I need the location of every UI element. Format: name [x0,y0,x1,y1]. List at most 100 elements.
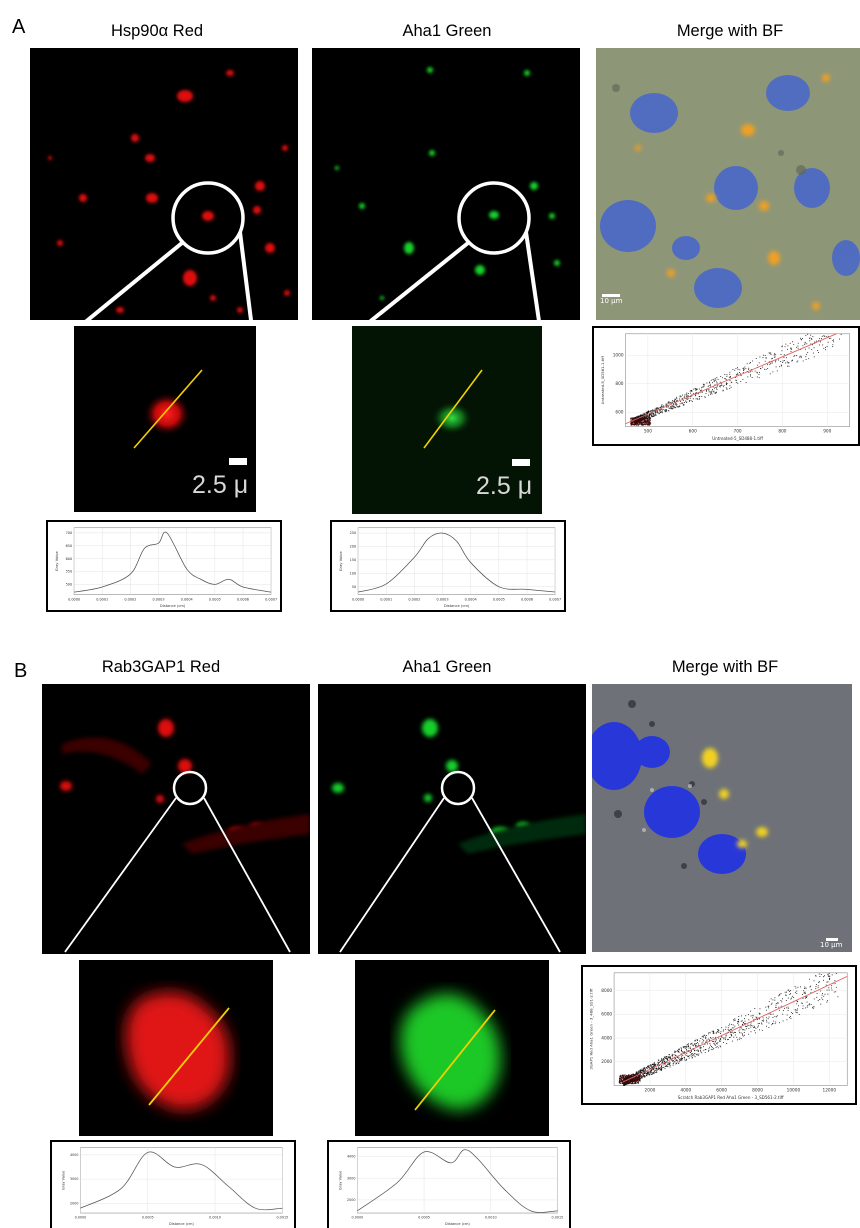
micrograph-aha1-green-b [318,684,586,954]
y-tick-label: 50 [352,585,356,589]
y-tick-label: 2000 [601,1059,612,1065]
x-tick-label: 0.0000 [75,1216,87,1220]
y-tick-label: 200 [350,545,357,549]
x-tick-label: 0.0010 [485,1216,497,1220]
x-tick-label: 0.0005 [209,597,221,601]
scatter-plot-a: 500 600 700 800 900 600 800 1000 Untreated-5_SD4… [592,326,860,446]
profile-series-line [357,1149,558,1213]
x-tick-label: 0.0001 [96,597,108,601]
y-axis-label: Untreated-5_SD561-1.tiff [600,356,605,405]
x-tick-label: 0.0000 [68,597,80,601]
y-axis-label: Gray Value [339,1171,343,1190]
micrograph-aha1-green [312,48,580,320]
y-axis-label: 3GAP1 Red Aha1 Green - 3_488_SS1-2.tiff [589,988,594,1069]
regression-line [622,975,848,1083]
profile-plot-a-red: 0.0000 0.0001 0.0002 0.0003 0.0004 0.0005 0.00… [46,520,282,612]
profile-plot-b-green: 0.0000 0.0005 0.0010 0.0015 2000 3000 4000 Dist… [327,1140,571,1228]
panel-b-title-red: Rab3GAP1 Red [101,658,221,676]
y-tick-label: 250 [350,531,357,535]
x-tick-label: 0.0005 [493,597,505,601]
merge-scale-label-b: 10 μm [820,941,843,949]
x-tick-label: 2000 [645,1087,656,1093]
x-tick-label: 0.0000 [352,597,364,601]
y-tick-label: 4000 [347,1154,356,1158]
y-tick-label: 800 [615,381,623,387]
micrograph-merge-bf-a: 10 μm [596,48,860,320]
panel-a-label: A [12,16,26,38]
y-tick-label: 2000 [347,1198,356,1202]
x-tick-label: 6000 [716,1087,727,1093]
x-axis-label: Untreated-5_SD488-1.tiff [712,436,763,441]
x-tick-label: 0.0006 [237,597,249,601]
y-tick-label: 3000 [347,1176,356,1180]
micrograph-hsp90-red [30,48,298,320]
zoom-hsp90-red: 2.5 μ [74,326,256,512]
x-tick-label: 0.0003 [153,597,165,601]
x-tick-label: 0.0003 [437,597,449,601]
x-axis-label: Scratch Rab3GAP1 Red Aha1 Green - 3_SD56… [678,1095,784,1100]
panel-a-title-green: Aha1 Green [402,22,492,40]
zoom-rab3gap1-red [79,960,273,1136]
x-tick-label: 0.0004 [181,597,193,601]
y-tick-label: 550 [66,570,73,574]
zoom-scale-label-green: 2.5 μ [476,472,533,500]
x-tick-label: 0.0006 [521,597,533,601]
x-tick-label: 500 [644,428,652,434]
x-tick-label: 900 [823,428,831,434]
x-tick-label: 4000 [680,1087,691,1093]
y-axis-label: Gray Value [62,1171,66,1190]
panel-b-title-green: Aha1 Green [402,658,492,676]
y-axis-label: Gray Value [55,551,59,572]
x-tick-label: 0.0015 [276,1216,288,1220]
panel-b-label: B [14,660,28,682]
x-tick-label: 0.0007 [265,597,277,601]
x-tick-label: 0.0007 [549,597,561,601]
y-tick-label: 500 [66,583,73,587]
y-tick-label: 3000 [70,1177,79,1181]
micrograph-merge-bf-b: 10 μm [592,684,852,952]
y-tick-label: 100 [350,571,357,575]
y-tick-label: 8000 [601,988,612,994]
x-tick-label: 12000 [823,1087,837,1093]
x-axis-label: Distance (cm) [160,604,186,608]
profile-series-line [74,531,272,593]
x-tick-label: 0.0000 [352,1216,364,1220]
zoom-scale-label-red: 2.5 μ [192,471,249,499]
x-tick-label: 0.0005 [418,1216,430,1220]
x-tick-label: 8000 [752,1087,763,1093]
y-tick-label: 2000 [70,1201,79,1205]
x-tick-label: 0.0015 [552,1216,564,1220]
x-tick-label: 0.0001 [380,597,392,601]
x-tick-label: 600 [689,428,697,434]
y-tick-label: 650 [66,544,73,548]
scatter-plot-b: 2000 4000 6000 8000 10000 12000 2000 4000 6000 80… [581,965,857,1105]
y-tick-label: 700 [66,531,73,535]
x-tick-label: 700 [734,428,742,434]
profile-plot-a-green: 0.0000 0.0001 0.0002 0.0003 0.0004 0.0005 0.00… [330,520,566,612]
y-tick-label: 600 [66,557,73,561]
x-tick-label: 0.0005 [142,1216,154,1220]
y-axis-label: Gray Value [339,551,343,572]
zoom-aha1-green: 2.5 μ [352,326,542,514]
x-tick-label: 0.0004 [465,597,477,601]
zoom-callout-a [76,181,542,330]
profile-series-line [357,532,556,593]
profile-plot-b-red: 0.0000 0.0005 0.0010 0.0015 2000 3000 4000 Dist… [50,1140,296,1228]
y-tick-label: 1000 [613,353,624,359]
x-tick-label: 0.0010 [209,1216,221,1220]
x-tick-label: 800 [778,428,786,434]
y-tick-label: 600 [615,410,623,416]
merge-scale-label-a: 10 μm [600,297,623,305]
profile-series-line [80,1151,283,1211]
panel-a-title-red: Hsp90α Red [110,22,204,40]
y-tick-label: 4000 [601,1035,612,1041]
x-axis-label: Distance (cm) [445,1222,470,1226]
y-tick-label: 6000 [601,1012,612,1018]
panel-a-title-merge: Merge with BF [676,22,784,40]
x-axis-label: Distance (cm) [444,604,470,608]
zoom-aha1-green-b [355,960,549,1136]
x-tick-label: 0.0002 [124,597,136,601]
x-tick-label: 0.0002 [408,597,420,601]
x-tick-label: 10000 [787,1087,801,1093]
zoom-callout-b [64,770,561,953]
